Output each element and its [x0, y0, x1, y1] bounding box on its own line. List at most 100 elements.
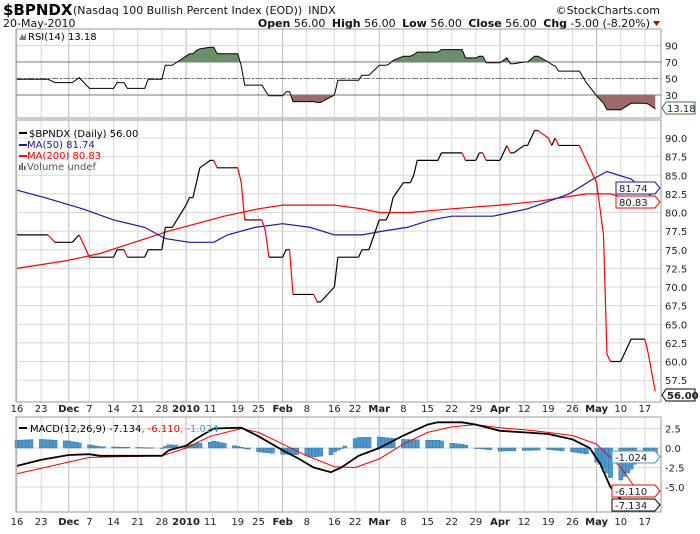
x-tick-label: Feb: [272, 404, 292, 415]
price-segment: [413, 160, 418, 176]
price-tick-label: 72.5: [665, 264, 687, 275]
svg-text:-7.134: -7.134: [615, 501, 647, 512]
x-tick-label: 2010: [172, 517, 200, 528]
x-tick-label: 2010: [172, 404, 200, 415]
price-tick-label: 60.0: [665, 358, 687, 369]
price-panel: [15, 119, 662, 403]
macd-legend: MACD(12,26,9) -7.134, -6.110, -1.024: [19, 424, 219, 435]
x-tick-label: 25: [252, 404, 265, 415]
price-tick-label: 87.5: [665, 153, 687, 164]
copyright: ©StockCharts.com: [556, 4, 660, 17]
x-tick-label: 25: [252, 517, 265, 528]
x-tick-label: 16: [328, 404, 341, 415]
x-tick-label: Mar: [368, 404, 390, 415]
price-segment: [288, 249, 294, 295]
x-tick-label: 16: [11, 517, 24, 528]
price-tick-label: 82.5: [665, 190, 687, 201]
macd-histogram-bar: [535, 447, 541, 451]
signal-tag: -6.110: [611, 484, 661, 498]
x-tick-label: 12: [518, 404, 531, 415]
x-tick-label: 23: [35, 517, 48, 528]
price-segment: [409, 174, 415, 183]
price-segment: [185, 197, 191, 206]
ma200-tag: 80.83: [615, 195, 661, 209]
x-tick-label: 19: [231, 404, 244, 415]
x-tick-label: 19: [231, 517, 244, 528]
price-segment: [171, 204, 187, 228]
macd-histogram-bar: [463, 445, 468, 449]
price-legend: $BPNDX (Daily) 56.00 MA(50) 81.74 MA(200…: [19, 129, 138, 173]
x-tick-label: 28: [156, 404, 169, 415]
macd-histogram-bar: [339, 447, 344, 449]
rsi-panel: [15, 28, 662, 119]
x-tick-label: 8: [400, 404, 406, 415]
x-tick-label: 26: [566, 404, 579, 415]
x-tick-label: 23: [35, 404, 48, 415]
macd-histogram-bar: [221, 443, 227, 449]
rsi-last-tag: 13.18: [661, 101, 696, 115]
x-tick-label: 22: [349, 404, 362, 415]
x-tick-label: 15: [421, 404, 434, 415]
price-segment: [123, 249, 128, 258]
x-tick-label: 17: [639, 517, 652, 528]
ma50-line: [16, 170, 656, 243]
price-segment: [368, 219, 380, 250]
x-tick-label: 28: [156, 517, 169, 528]
price-tick-label: 70.0: [665, 283, 687, 294]
price-tick-label: 67.5: [665, 302, 687, 313]
price-tick-label: 90.0: [665, 134, 687, 145]
price-segment: [527, 130, 536, 146]
macd-histogram-bar: [415, 439, 420, 449]
price-tick-label: 57.5: [665, 376, 687, 387]
symbol-title: $BPNDX: [3, 1, 73, 19]
svg-text:13.18: 13.18: [667, 104, 696, 115]
x-tick-label: May: [585, 517, 608, 528]
price-segment: [537, 130, 549, 139]
x-tick-label: 10: [614, 404, 627, 415]
x-tick-label: 8: [400, 517, 406, 528]
macd-tag: -7.134: [611, 498, 661, 512]
svg-text:RSI(14) 13.18: RSI(14) 13.18: [28, 32, 97, 43]
price-segment: [513, 144, 525, 154]
x-tick-label: 22: [445, 404, 458, 415]
rsi-tick-label: 50: [665, 75, 678, 86]
price-segment: [385, 212, 391, 221]
price-tick-label: 75.0: [665, 246, 687, 257]
macd-line: [16, 421, 656, 505]
price-segment: [620, 338, 632, 362]
price-segment: [482, 152, 487, 161]
price-tick-label: 62.5: [665, 339, 687, 350]
price-segment: [113, 249, 118, 258]
price-segment: [647, 353, 656, 392]
macd-tick-label: 0.0: [665, 444, 681, 455]
rsi-legend: RSI(14) 13.18: [19, 32, 97, 43]
x-tick-label: 8: [304, 404, 310, 415]
macd-histogram-bar: [270, 447, 275, 454]
svg-text:MA(200) 80.83: MA(200) 80.83: [27, 151, 101, 162]
price-segment: [261, 219, 266, 232]
price-segment: [644, 339, 649, 355]
svg-text:-1.024: -1.024: [615, 453, 647, 464]
price-segment: [437, 152, 442, 161]
x-tick-label: 10: [614, 517, 627, 528]
ma200-line: [16, 193, 656, 269]
macd-histogram-bar: [318, 447, 324, 457]
x-tick-label: 16: [328, 517, 341, 528]
symbol-name: (Nasdaq 100 Bullish Percent Index (EOD))…: [73, 4, 336, 17]
price-segment: [606, 353, 611, 362]
svg-text:MA(50) 81.74: MA(50) 81.74: [27, 140, 95, 151]
macd-histogram-bar: [342, 445, 348, 449]
x-tick-label: Mar: [368, 517, 390, 528]
price-segment: [313, 294, 318, 303]
price-segment: [475, 152, 480, 161]
price-segment: [199, 159, 211, 169]
price-segment: [358, 249, 363, 258]
price-segment: [213, 160, 218, 169]
macd-histogram-bar: [101, 446, 106, 449]
price-segment: [282, 249, 287, 258]
price-segment: [499, 145, 508, 161]
price-segment: [161, 227, 166, 250]
price-segment: [596, 182, 605, 235]
price-segment: [71, 234, 80, 243]
macd-histogram-bar: [584, 447, 589, 455]
